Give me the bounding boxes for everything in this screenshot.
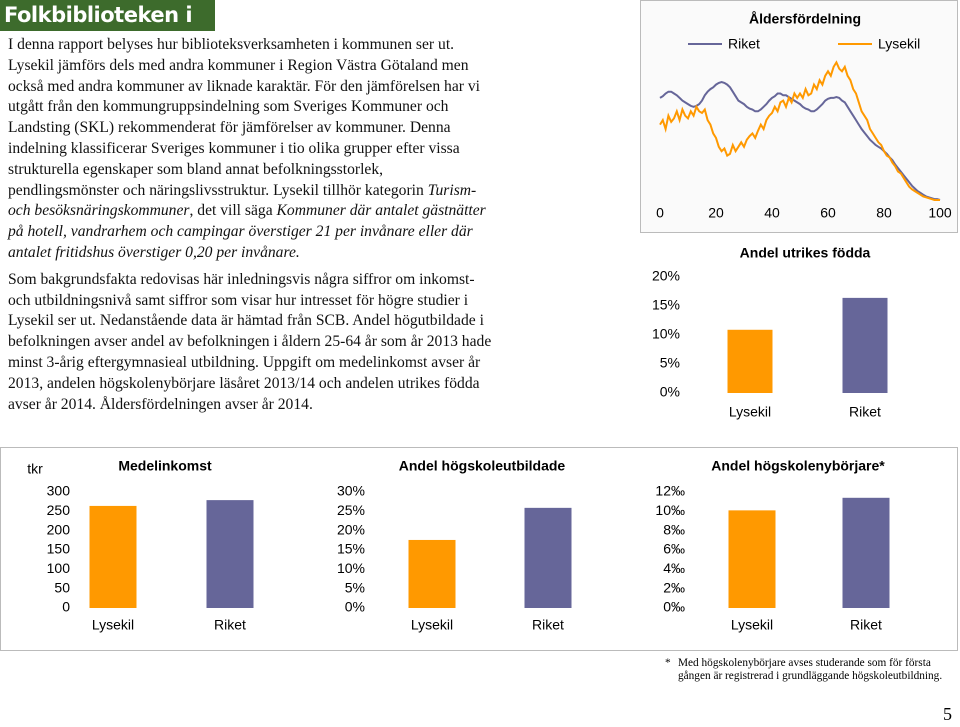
y-tick-label: 0: [62, 599, 70, 615]
x-tick-label: Lysekil: [92, 617, 134, 633]
y-tick-label: 6‰: [663, 541, 685, 557]
axis-unit: tkr: [27, 461, 43, 477]
chart-frame: [0, 447, 958, 651]
chart-title: Andel högskoleutbildade: [399, 458, 566, 474]
bar: [206, 500, 254, 608]
y-tick-label: 25%: [337, 502, 365, 518]
footnote-text: Med högskolenybörjare avses studerande s…: [678, 657, 943, 682]
bar: [524, 507, 572, 608]
y-tick-label: 2‰: [663, 579, 685, 595]
footnote: * Med högskolenybörjare avses studerande …: [665, 657, 955, 683]
paragraph: I denna rapport belyses hur biblioteksve…: [8, 35, 492, 264]
bar: [727, 329, 773, 393]
x-tick-label: 20: [708, 205, 724, 221]
x-tick-label: Riket: [532, 617, 564, 633]
text-run: , det vill säga: [189, 202, 277, 220]
y-tick-label: 100: [47, 560, 71, 576]
page-title: Folkbiblioteken i Lysekil: [0, 0, 215, 58]
x-tick-label: Lysekil: [731, 617, 773, 633]
chart-title: Andel utrikes födda: [740, 245, 871, 261]
bar: [728, 510, 776, 608]
y-tick-label: 0%: [660, 384, 680, 400]
body-text: I denna rapport belyses hur biblioteksve…: [8, 35, 492, 421]
text-run: Kommuner där antalet gästnätter på hotel…: [8, 202, 486, 261]
x-tick-label: 100: [928, 205, 952, 221]
x-tick-label: Riket: [849, 404, 881, 420]
text-run: I denna rapport belyses hur biblioteksve…: [8, 36, 480, 199]
y-tick-label: 0‰: [663, 599, 685, 615]
y-tick-label: 250: [47, 502, 71, 518]
legend-label: Lysekil: [878, 36, 920, 52]
x-tick-label: 80: [876, 205, 892, 221]
y-tick-label: 8‰: [663, 521, 685, 537]
chart-title: Medelinkomst: [118, 458, 212, 474]
y-tick-label: 4‰: [663, 560, 685, 576]
y-tick-label: 150: [47, 541, 71, 557]
y-tick-label: 0%: [345, 599, 365, 615]
y-tick-label: 200: [47, 521, 71, 537]
y-tick-label: 10%: [652, 326, 680, 342]
x-tick-label: Lysekil: [411, 617, 453, 633]
chart-title: Åldersfördelning: [749, 11, 861, 27]
page-number: 5: [943, 704, 952, 724]
bar: [408, 539, 456, 608]
x-tick-label: Lysekil: [729, 404, 771, 420]
line-series: [659, 80, 941, 201]
y-tick-label: 10‰: [655, 502, 685, 518]
x-tick-label: Riket: [850, 617, 882, 633]
x-tick-label: 0: [656, 205, 664, 221]
y-tick-label: 12‰: [655, 483, 685, 499]
y-tick-label: 50: [54, 579, 70, 595]
y-tick-label: 15%: [337, 541, 365, 557]
y-tick-label: 300: [47, 483, 71, 499]
bar: [842, 297, 888, 393]
y-tick-label: 5%: [660, 355, 680, 371]
y-tick-label: 20%: [337, 521, 365, 537]
chart-title: Andel högskolenybörjare*: [711, 458, 885, 474]
bar: [842, 497, 890, 608]
line-series: [659, 60, 940, 201]
y-tick-label: 30%: [337, 483, 365, 499]
text-run: Turism- och besöksnäringskommuner: [8, 181, 477, 220]
y-tick-label: 20%: [652, 268, 680, 284]
x-tick-label: 40: [764, 205, 780, 221]
paragraph: Som bakgrundsfakta redovisas här inledni…: [8, 270, 492, 416]
legend-label: Riket: [728, 36, 760, 52]
text-run: Som bakgrundsfakta redovisas här inledni…: [8, 270, 492, 413]
x-tick-label: Riket: [214, 617, 246, 633]
y-tick-label: 10%: [337, 560, 365, 576]
y-tick-label: 15%: [652, 297, 680, 313]
footnote-mark: *: [665, 657, 671, 669]
x-tick-label: 60: [820, 205, 836, 221]
bar: [89, 505, 137, 608]
y-tick-label: 5%: [345, 579, 365, 595]
